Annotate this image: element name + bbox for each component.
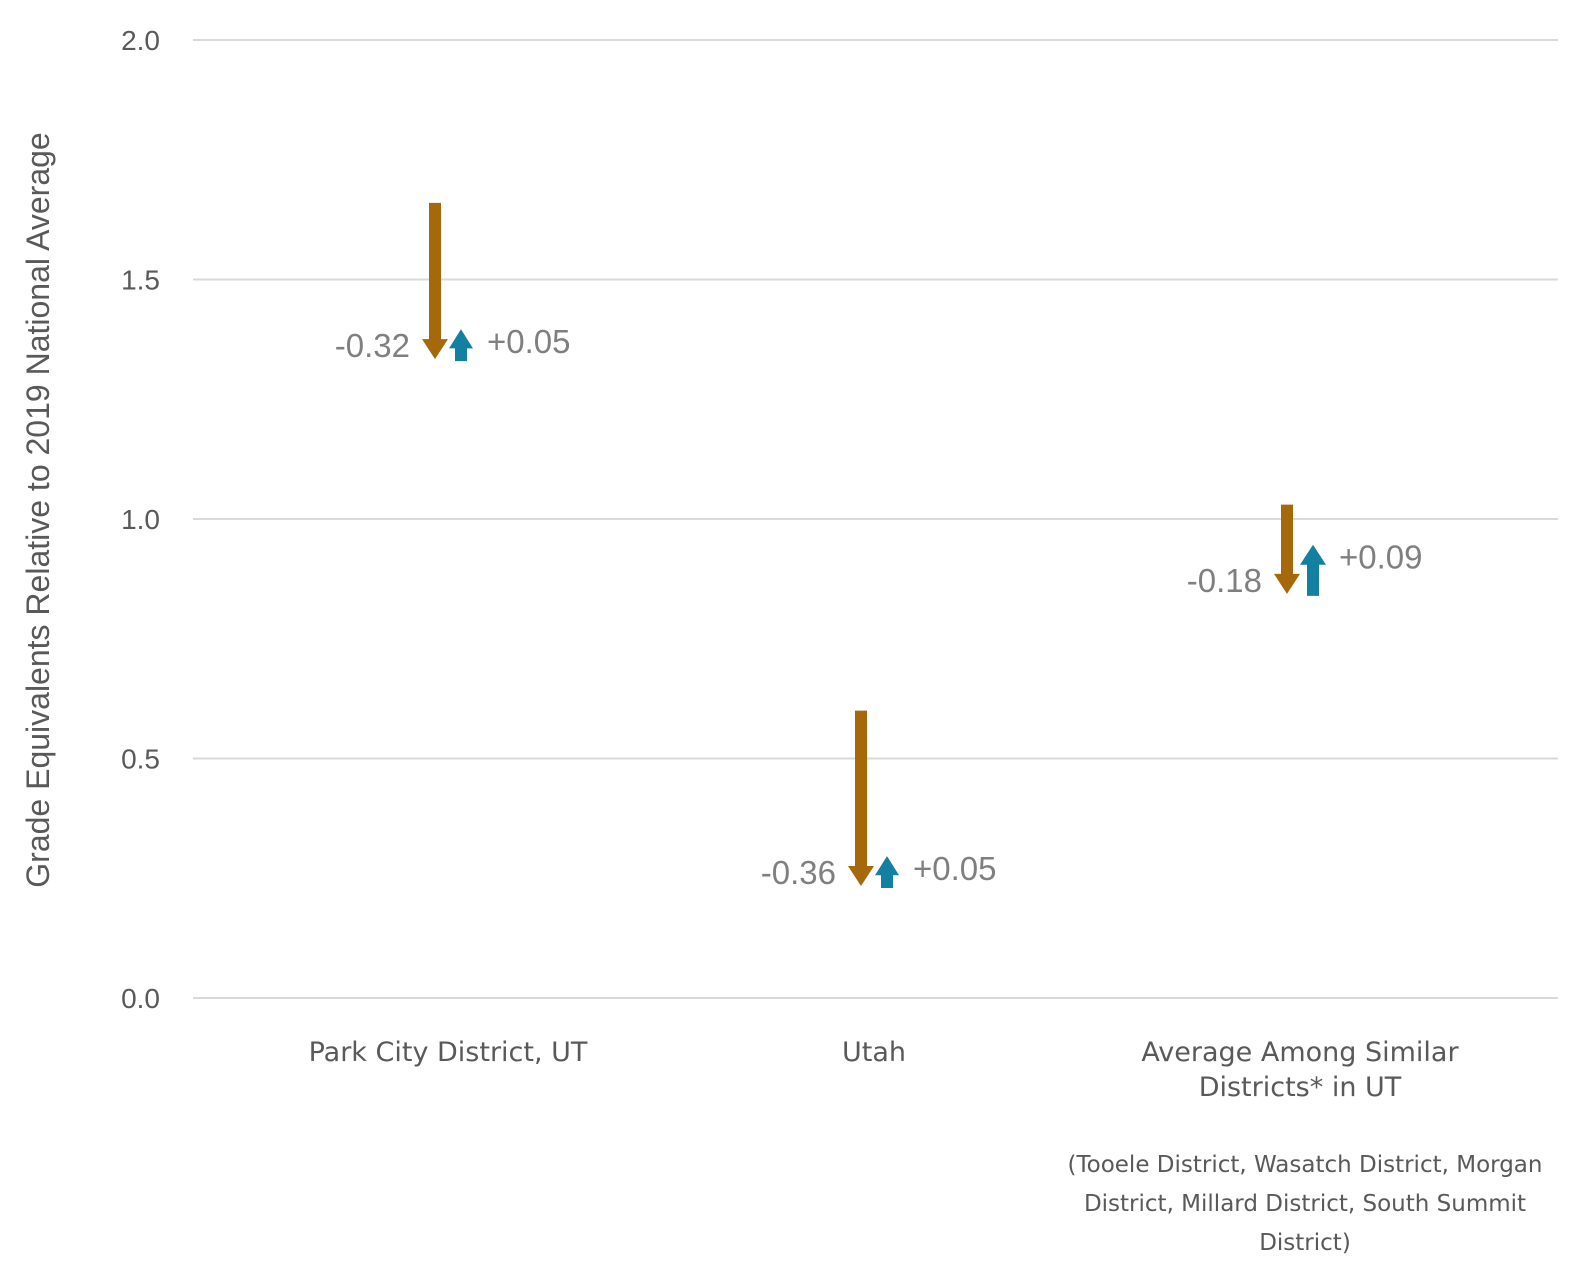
decline-value-label: -0.32 [335,327,410,364]
value-labels: -0.32 +0.05 -0.36 +0.05 -0.18 +0.09 [335,323,1423,891]
x-category-label: Utah [842,1037,906,1068]
arrows [422,202,1326,889]
y-axis-label: Grade Equivalents Relative to 2019 Natio… [20,132,56,887]
y-tick-label: 2.0 [121,25,160,56]
y-tick-label: 0.5 [121,744,160,775]
decline-value-label: -0.18 [1187,562,1262,599]
y-tick-label: 1.5 [121,265,160,296]
recovery-arrow [875,856,899,889]
y-tick-label: 0.0 [121,983,160,1014]
x-category-label: Average Among Similar [1141,1037,1459,1068]
recovery-value-label: +0.09 [1339,539,1423,576]
x-category-label: Park City District, UT [309,1037,588,1068]
y-axis-ticks: 0.0 0.5 1.0 1.5 2.0 [121,25,160,1014]
footnote-line: (Tooele District, Wasatch District, Morg… [1068,1152,1543,1178]
category-footnote: (Tooele District, Wasatch District, Morg… [1068,1152,1543,1256]
recovery-value-label: +0.05 [913,850,997,887]
y-tick-label: 1.0 [121,504,160,535]
decline-value-label: -0.36 [761,854,836,891]
decline-arrow [1274,504,1300,594]
gridlines [193,39,1558,999]
recovery-arrow [449,329,473,362]
decline-arrow [422,202,448,360]
x-category-label: Districts* in UT [1199,1072,1402,1103]
footnote-line: District) [1259,1230,1351,1256]
footnote-line: District, Millard District, South Summit [1084,1191,1526,1217]
recovery-value-label: +0.05 [487,323,571,360]
recovery-arrow [1300,544,1326,596]
decline-arrow [848,710,874,887]
x-axis-categories: Park City District, UT Utah Average Among … [309,1037,1460,1103]
